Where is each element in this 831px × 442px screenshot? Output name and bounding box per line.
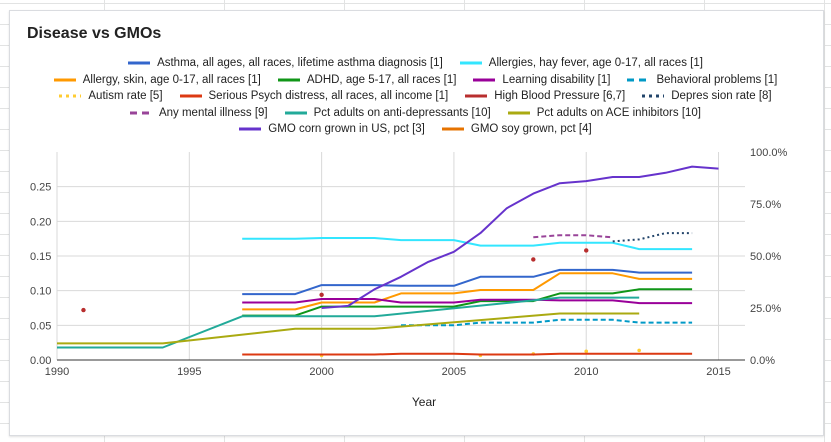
x-tick-label: 2010 xyxy=(574,366,598,378)
legend-label: Depres sion rate [8] xyxy=(671,90,772,103)
y-left-tick-label: 0.20 xyxy=(30,216,51,228)
series-pct-adults-on-ace-inhibitors-10-line xyxy=(57,312,640,345)
legend-label: Autism rate [5] xyxy=(88,90,163,103)
chart-card[interactable] xyxy=(9,10,824,436)
legend-item-allergies-hay-fever-age-0-17-all-races-1: Allergies, hay fever, age 0-17, all race… xyxy=(459,57,703,69)
legend-label: Allergies, hay fever, age 0-17, all race… xyxy=(488,57,703,70)
legend-item-learning-disability-1: Learning disability [1] xyxy=(472,74,610,86)
x-tick-label: 1990 xyxy=(45,366,69,378)
legend-item-gmo-corn-grown-in-us-pct-3: GMO corn grown in US, pct [3] xyxy=(238,123,425,135)
series-pct-adults-on-anti-depressants-10-line xyxy=(57,296,640,349)
legend-label: Learning disability [1] xyxy=(502,73,611,86)
legend-swatch xyxy=(277,78,300,82)
series-learning-disability-1-line xyxy=(242,298,693,305)
legend-row: Any mental illness [9] Pct adults on anti… xyxy=(20,105,810,122)
legend-label: Any mental illness [9] xyxy=(158,106,268,119)
y-left-tick-label: 0.00 xyxy=(30,355,51,367)
legend-item-high-blood-pressure-6-7: High Blood Pressure [6,7] xyxy=(464,90,625,102)
legend-swatch xyxy=(507,111,530,115)
x-tick-label: 2005 xyxy=(442,366,466,378)
y-right-tick-label: 0.0% xyxy=(750,355,775,367)
legend-item-pct-adults-on-anti-depressants-10: Pct adults on anti-depressants [10] xyxy=(284,107,491,119)
legend-swatch xyxy=(179,94,202,98)
legend-row: GMO corn grown in US, pct [3] GMO soy gro… xyxy=(20,121,810,138)
x-axis-title: Year xyxy=(412,395,436,409)
legend-item-adhd-age-5-17-all-races-1: ADHD, age 5-17, all races [1] xyxy=(277,73,457,86)
legend-label: Serious Psych distress, all races, all i… xyxy=(208,90,449,103)
legend-item-behavioral-problems-1: Behavioral problems [1] xyxy=(626,74,777,86)
y-right-tick-label: 75.0% xyxy=(750,199,781,211)
y-left-tick-label: 0.05 xyxy=(30,320,51,332)
series-any-mental-illness-9-line xyxy=(533,234,613,239)
series-adhd-age-5-17-all-races-1-line xyxy=(242,288,693,317)
legend-item-autism-rate-5: Autism rate [5] xyxy=(58,90,163,103)
y-left-tick-label: 0.25 xyxy=(30,182,51,194)
chart-title: Disease vs GMOs xyxy=(27,25,162,42)
legend-label: Behavioral problems [1] xyxy=(656,73,778,86)
y-right-tick-label: 25.0% xyxy=(750,303,781,315)
series-high-blood-pressure-6-7-point xyxy=(531,257,536,262)
legend-label: Asthma, all ages, all races, lifetime as… xyxy=(157,57,443,70)
legend-swatch xyxy=(129,111,152,115)
legend-label: GMO soy grown, pct [4] xyxy=(470,123,592,136)
legend-item-asthma-all-ages-all-races-lifetime-asthma-diagnosis-1: Asthma, all ages, all races, lifetime as… xyxy=(127,57,443,69)
legend-label: High Blood Pressure [6,7] xyxy=(494,90,626,103)
y-left-tick-label: 0.10 xyxy=(30,286,51,298)
series-high-blood-pressure-6-7-point xyxy=(319,292,324,298)
legend-item-serious-psych-distress-all-races-all-income-1: Serious Psych distress, all races, all i… xyxy=(179,90,449,103)
legend-swatch xyxy=(128,61,151,65)
y-left-tick-label: 0.15 xyxy=(30,251,51,263)
legend-swatch xyxy=(465,94,488,98)
legend-item-pct-adults-on-ace-inhibitors-10: Pct adults on ACE inhibitors [10] xyxy=(507,107,701,119)
legend-item-gmo-soy-grown-pct-4: GMO soy grown, pct [4] xyxy=(441,123,592,135)
legend-label: ADHD, age 5-17, all races [1] xyxy=(306,73,457,86)
legend-swatch xyxy=(239,127,262,131)
series-asthma-all-ages-all-races-lifetime-asthma-diagnosis-1-line xyxy=(242,268,693,296)
series-high-blood-pressure-6-7-point xyxy=(584,248,589,253)
legend-row: Autism rate [5] Serious Psych distress, a… xyxy=(20,88,810,105)
legend-swatch xyxy=(53,78,76,82)
legend-swatch xyxy=(627,78,650,82)
legend-swatch xyxy=(284,111,307,115)
legend-label: Pct adults on anti-depressants [10] xyxy=(313,106,491,119)
legend-item-any-mental-illness-9: Any mental illness [9] xyxy=(129,107,268,119)
series-serious-psych-distress-all-races-all-income-1-line xyxy=(242,352,693,356)
legend-label: GMO corn grown in US, pct [3] xyxy=(268,123,425,136)
series-autism-rate-5-point xyxy=(584,349,589,354)
legend-swatch xyxy=(459,61,482,65)
legend-row: Allergy, skin, age 0-17, all races [1] AD… xyxy=(20,72,810,89)
legend-row: Asthma, all ages, all races, lifetime as… xyxy=(20,55,810,72)
series-depres-sion-rate-8-line xyxy=(612,232,693,243)
legend-label: Allergy, skin, age 0-17, all races [1] xyxy=(82,73,261,86)
legend-item-allergy-skin-age-0-17-all-races-1: Allergy, skin, age 0-17, all races [1] xyxy=(53,74,261,86)
series-high-blood-pressure-6-7-point xyxy=(81,307,86,313)
x-tick-label: 2000 xyxy=(309,366,333,378)
series-allergy-skin-age-0-17-all-races-1-line xyxy=(242,272,693,311)
legend-label: Pct adults on ACE inhibitors [10] xyxy=(536,106,702,119)
series-gmo-corn-grown-in-us-pct-3-line xyxy=(321,165,719,309)
legend-item-depres-sion-rate-8: Depres sion rate [8] xyxy=(641,90,772,103)
chart-legend: Asthma, all ages, all races, lifetime as… xyxy=(20,55,810,138)
x-tick-label: 1995 xyxy=(177,366,201,378)
legend-swatch xyxy=(441,127,464,131)
series-autism-rate-5-point xyxy=(637,348,641,353)
x-tick-label: 2015 xyxy=(706,366,730,378)
series-behavioral-problems-1-line xyxy=(401,318,693,327)
y-right-tick-label: 100.0% xyxy=(750,147,788,159)
legend-swatch xyxy=(473,78,496,82)
y-right-tick-label: 50.0% xyxy=(750,251,781,263)
